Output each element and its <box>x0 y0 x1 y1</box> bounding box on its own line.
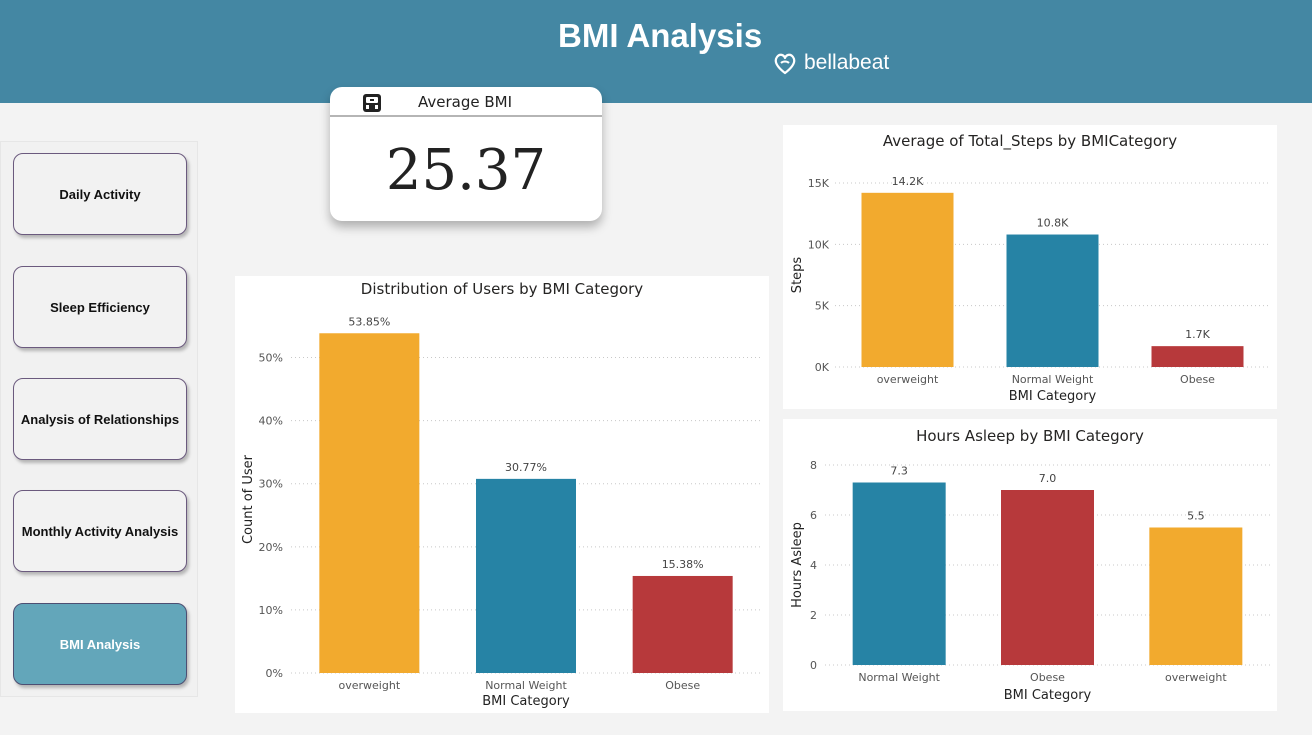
steps-bar[interactable] <box>1151 346 1244 367</box>
distribution-x-tick-label: overweight <box>339 679 401 692</box>
sleep-data-label: 7.3 <box>890 465 908 478</box>
nav-button-sleep-efficiency[interactable]: Sleep Efficiency <box>13 266 187 348</box>
distribution-bar[interactable] <box>476 478 576 673</box>
average-bmi-card: Average BMI 25.37 <box>330 87 602 221</box>
distribution-x-tick-label: Normal Weight <box>485 679 567 692</box>
steps-bar[interactable] <box>1006 234 1099 367</box>
sleep-data-label: 5.5 <box>1187 510 1205 523</box>
page-header: BMI Analysis bellabeat <box>0 0 1312 103</box>
sleep-y-tick-label: 2 <box>810 609 817 622</box>
nav-button-analysis-of-relationships[interactable]: Analysis of Relationships <box>13 378 187 460</box>
distribution-y-tick-label: 10% <box>259 604 283 617</box>
distribution-chart: Distribution of Users by BMI Category 0% 1… <box>241 280 761 709</box>
distribution-bar[interactable] <box>319 333 420 673</box>
distribution-x-tick-label: Obese <box>665 679 700 692</box>
distribution-chart-title: Distribution of Users by BMI Category <box>361 280 644 298</box>
brand: bellabeat <box>772 50 889 76</box>
distribution-chart-card: Distribution of Users by BMI Category 0% 1… <box>235 276 769 713</box>
steps-x-tick-label: Obese <box>1180 373 1215 386</box>
sleep-y-tick-label: 4 <box>810 559 817 572</box>
sleep-bar[interactable] <box>1149 527 1243 666</box>
brand-name: bellabeat <box>804 51 890 74</box>
steps-data-label: 14.2K <box>892 175 924 188</box>
sleep-x-tick-label: overweight <box>1165 671 1227 684</box>
sleep-x-tick-label: Obese <box>1030 671 1065 684</box>
steps-y-tick-label: 10K <box>808 238 830 251</box>
distribution-data-label: 53.85% <box>348 315 390 328</box>
sleep-x-tick-label: Normal Weight <box>858 671 940 684</box>
kpi-value: 25.37 <box>385 138 547 203</box>
steps-y-tick-label: 0K <box>815 361 830 374</box>
sleep-chart-card: Hours Asleep by BMI Category 0 2 4 6 8 7.3 Norm… <box>783 419 1277 711</box>
sleep-bar[interactable] <box>1001 490 1094 665</box>
sleep-y-tick-label: 8 <box>810 459 817 472</box>
distribution-data-label: 15.38% <box>662 558 704 571</box>
distribution-y-tick-label: 20% <box>259 541 283 554</box>
steps-bar[interactable] <box>861 192 954 367</box>
nav-button-daily-activity[interactable]: Daily Activity <box>13 153 187 235</box>
distribution-y-tick-label: 50% <box>259 352 283 365</box>
sleep-chart: Hours Asleep by BMI Category 0 2 4 6 8 7.3 Norm… <box>790 427 1270 703</box>
steps-y-axis-title: Steps <box>790 257 805 294</box>
steps-x-axis-title: BMI Category <box>1009 389 1097 404</box>
distribution-bar[interactable] <box>632 575 733 673</box>
sleep-chart-title: Hours Asleep by BMI Category <box>916 427 1144 445</box>
steps-chart-card: Average of Total_Steps by BMICategory 0K 5… <box>783 125 1277 409</box>
distribution-y-tick-label: 40% <box>259 415 283 428</box>
steps-data-label: 10.8K <box>1037 217 1069 230</box>
distribution-x-axis-title: BMI Category <box>482 694 570 709</box>
nav-button-bmi-analysis[interactable]: BMI Analysis <box>13 603 187 685</box>
sleep-data-label: 7.0 <box>1039 472 1057 485</box>
steps-y-tick-label: 15K <box>808 177 830 190</box>
scale-icon <box>363 94 381 112</box>
sleep-bar[interactable] <box>852 482 946 666</box>
page-title: BMI Analysis <box>558 17 763 54</box>
steps-chart: Average of Total_Steps by BMICategory 0K 5… <box>790 132 1270 404</box>
steps-x-tick-label: Normal Weight <box>1012 373 1094 386</box>
steps-x-tick-label: overweight <box>877 373 939 386</box>
distribution-y-axis-title: Count of User <box>241 454 256 544</box>
distribution-y-tick-label: 30% <box>259 478 283 491</box>
sleep-x-axis-title: BMI Category <box>1004 688 1092 703</box>
sleep-y-tick-label: 6 <box>810 509 817 522</box>
distribution-data-label: 30.77% <box>505 461 547 474</box>
distribution-y-tick-label: 0% <box>266 667 283 680</box>
bellabeat-logo-icon <box>774 53 796 75</box>
steps-y-tick-label: 5K <box>815 300 830 313</box>
sleep-y-axis-title: Hours Asleep <box>790 522 805 608</box>
nav-button-monthly-activity-analysis[interactable]: Monthly Activity Analysis <box>13 490 187 572</box>
nav-panel: Daily Activity Sleep Efficiency Analysis… <box>0 141 198 697</box>
steps-data-label: 1.7K <box>1185 328 1210 341</box>
steps-chart-title: Average of Total_Steps by BMICategory <box>883 132 1177 151</box>
kpi-title: Average BMI <box>418 93 513 111</box>
kpi-header: Average BMI <box>330 87 602 117</box>
sleep-y-tick-label: 0 <box>810 659 817 672</box>
